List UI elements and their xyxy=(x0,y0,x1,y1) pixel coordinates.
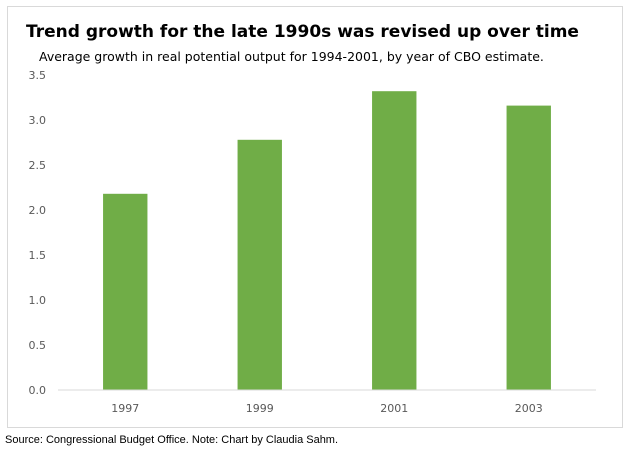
y-axis: 0.0 0.5 1.0 1.5 2.0 2.5 3.0 3.5 xyxy=(29,69,47,397)
chart-subtitle: Average growth in real potential output … xyxy=(39,49,544,64)
x-tick-label: 1997 xyxy=(111,402,139,415)
bar-2001 xyxy=(372,91,417,390)
y-tick-label: 1.0 xyxy=(29,294,47,307)
y-tick-label: 0.0 xyxy=(29,384,47,397)
x-tick-label: 2003 xyxy=(515,402,543,415)
bar-2003 xyxy=(506,105,551,390)
bar-1999 xyxy=(237,139,282,390)
source-note: Source: Congressional Budget Office. Not… xyxy=(5,434,339,446)
y-tick-label: 3.0 xyxy=(29,114,47,127)
x-axis: 1997 1999 2001 2003 xyxy=(111,402,543,415)
bar-1997 xyxy=(103,193,148,390)
y-tick-label: 3.5 xyxy=(29,69,47,82)
bar-series xyxy=(103,91,551,390)
y-tick-label: 0.5 xyxy=(29,339,47,352)
x-tick-label: 2001 xyxy=(380,402,408,415)
y-tick-label: 1.5 xyxy=(29,249,47,262)
y-tick-label: 2.5 xyxy=(29,159,47,172)
chart-title: Trend growth for the late 1990s was revi… xyxy=(26,22,579,42)
x-tick-label: 1999 xyxy=(246,402,274,415)
chart-frame xyxy=(7,6,623,428)
y-tick-label: 2.0 xyxy=(29,204,47,217)
